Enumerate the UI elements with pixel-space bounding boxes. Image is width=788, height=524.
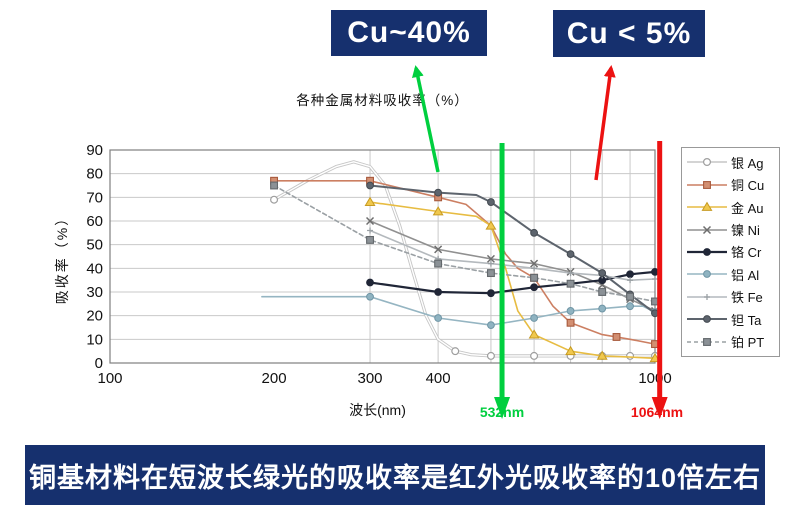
x-tick-label: 1000 bbox=[638, 370, 671, 387]
series-Au bbox=[364, 196, 661, 363]
legend-label-Ag: 银 Ag bbox=[731, 155, 764, 171]
legend-item-Ni: 镍 Ni bbox=[686, 220, 777, 239]
callout-cu-red-box: Cu < 5% bbox=[553, 10, 705, 57]
x-tick-label: 200 bbox=[262, 370, 287, 387]
x-tick-label: 300 bbox=[358, 370, 383, 387]
y-tick-label: 30 bbox=[86, 284, 103, 301]
legend-item-Pt: 铂 PT bbox=[686, 332, 777, 351]
legend-item-Ta: 钽 Ta bbox=[686, 310, 777, 329]
legend-swatch-Cr bbox=[687, 248, 727, 256]
legend-label-Pt: 铂 PT bbox=[731, 335, 765, 351]
bottom-banner: 铜基材料在短波长绿光的吸收率是红外光吸收率的10倍左右 bbox=[25, 445, 765, 505]
y-tick-label: 70 bbox=[86, 189, 103, 206]
legend-label-Ta: 钽 Ta bbox=[731, 312, 762, 328]
x-tick-label: 100 bbox=[97, 370, 122, 387]
y-tick-label: 50 bbox=[86, 237, 103, 254]
x-axis-label: 波长(nm) bbox=[349, 402, 406, 418]
series-Pt bbox=[270, 181, 659, 306]
y-tick-label: 80 bbox=[86, 166, 103, 183]
callout-cu-green-text: Cu~40% bbox=[347, 16, 471, 49]
legend-label-Al: 铝 Al bbox=[731, 267, 760, 283]
legend-item-Ag: 银 Ag bbox=[686, 153, 777, 172]
series-Ta-markers bbox=[366, 181, 659, 318]
legend-swatch-Al bbox=[687, 270, 727, 279]
green-532nm-arrowhead-icon bbox=[494, 397, 511, 419]
legend-swatch-Au bbox=[687, 201, 727, 211]
legend-swatch-Pt bbox=[687, 337, 727, 346]
legend-label-Fe: 铁 Fe bbox=[731, 290, 763, 306]
series-Ta bbox=[366, 181, 659, 318]
legend-label-Cu: 铜 Cu bbox=[731, 178, 765, 194]
red-1064nm-arrowhead-icon bbox=[651, 397, 668, 419]
legend-swatch-Ni bbox=[687, 225, 727, 234]
plot-border bbox=[109, 149, 656, 364]
legend-label-Au: 金 Au bbox=[731, 200, 764, 216]
legend-item-Fe: 铁 Fe bbox=[686, 287, 777, 306]
legend-item-Cu: 铜 Cu bbox=[686, 175, 777, 194]
legend-box: 银 Ag 铜 Cu 金 Au 镍 Ni 铬 Cr 铝 Al 铁 Fe 钽 Ta 铂 PT bbox=[681, 147, 780, 357]
series-Fe-markers bbox=[367, 227, 658, 284]
y-tick-label: 60 bbox=[86, 213, 103, 230]
legend-item-Cr: 铬 Cr bbox=[686, 242, 777, 261]
y-tick-label: 10 bbox=[86, 331, 103, 348]
wavelength-1064nm-label: 1064nm bbox=[630, 404, 684, 420]
y-tick-label: 40 bbox=[86, 260, 103, 277]
callout-cu-green-box: Cu~40% bbox=[331, 10, 487, 56]
y-tick-label: 90 bbox=[86, 142, 103, 159]
legend-item-Au: 金 Au bbox=[686, 198, 777, 217]
legend-label-Ni: 镍 Ni bbox=[731, 223, 760, 239]
red-callout-arrow-icon bbox=[594, 65, 616, 181]
legend-swatch-Ta bbox=[687, 315, 727, 324]
banner-text: 铜基材料在短波长绿光的吸收率是红外光吸收率的10倍左右 bbox=[28, 462, 762, 493]
callout-cu-red-text: Cu < 5% bbox=[566, 16, 692, 50]
series-Au-markers bbox=[364, 196, 661, 363]
y-tick-label: 0 bbox=[95, 355, 103, 372]
series-Fe bbox=[367, 227, 658, 284]
x-tick-label: 400 bbox=[426, 370, 451, 387]
y-tick-label: 20 bbox=[86, 308, 103, 325]
series-Al-markers bbox=[366, 292, 659, 330]
series-Al bbox=[261, 292, 659, 330]
y-axis-label: 吸收率（%） bbox=[54, 209, 70, 305]
legend-swatch-Ag bbox=[687, 158, 727, 167]
legend-swatch-Fe bbox=[687, 293, 727, 300]
legend-label-Cr: 铬 Cr bbox=[731, 245, 762, 261]
legend-swatch-Cu bbox=[687, 180, 727, 189]
axis-ticks: 0 10 20 30 40 50 60 70 80 90 100 200 300 400 1000 bbox=[86, 142, 671, 387]
green-callout-arrow-icon bbox=[411, 65, 440, 173]
legend-item-Al: 铝 Al bbox=[686, 265, 777, 284]
wavelength-532nm-label: 532nm bbox=[479, 404, 525, 420]
